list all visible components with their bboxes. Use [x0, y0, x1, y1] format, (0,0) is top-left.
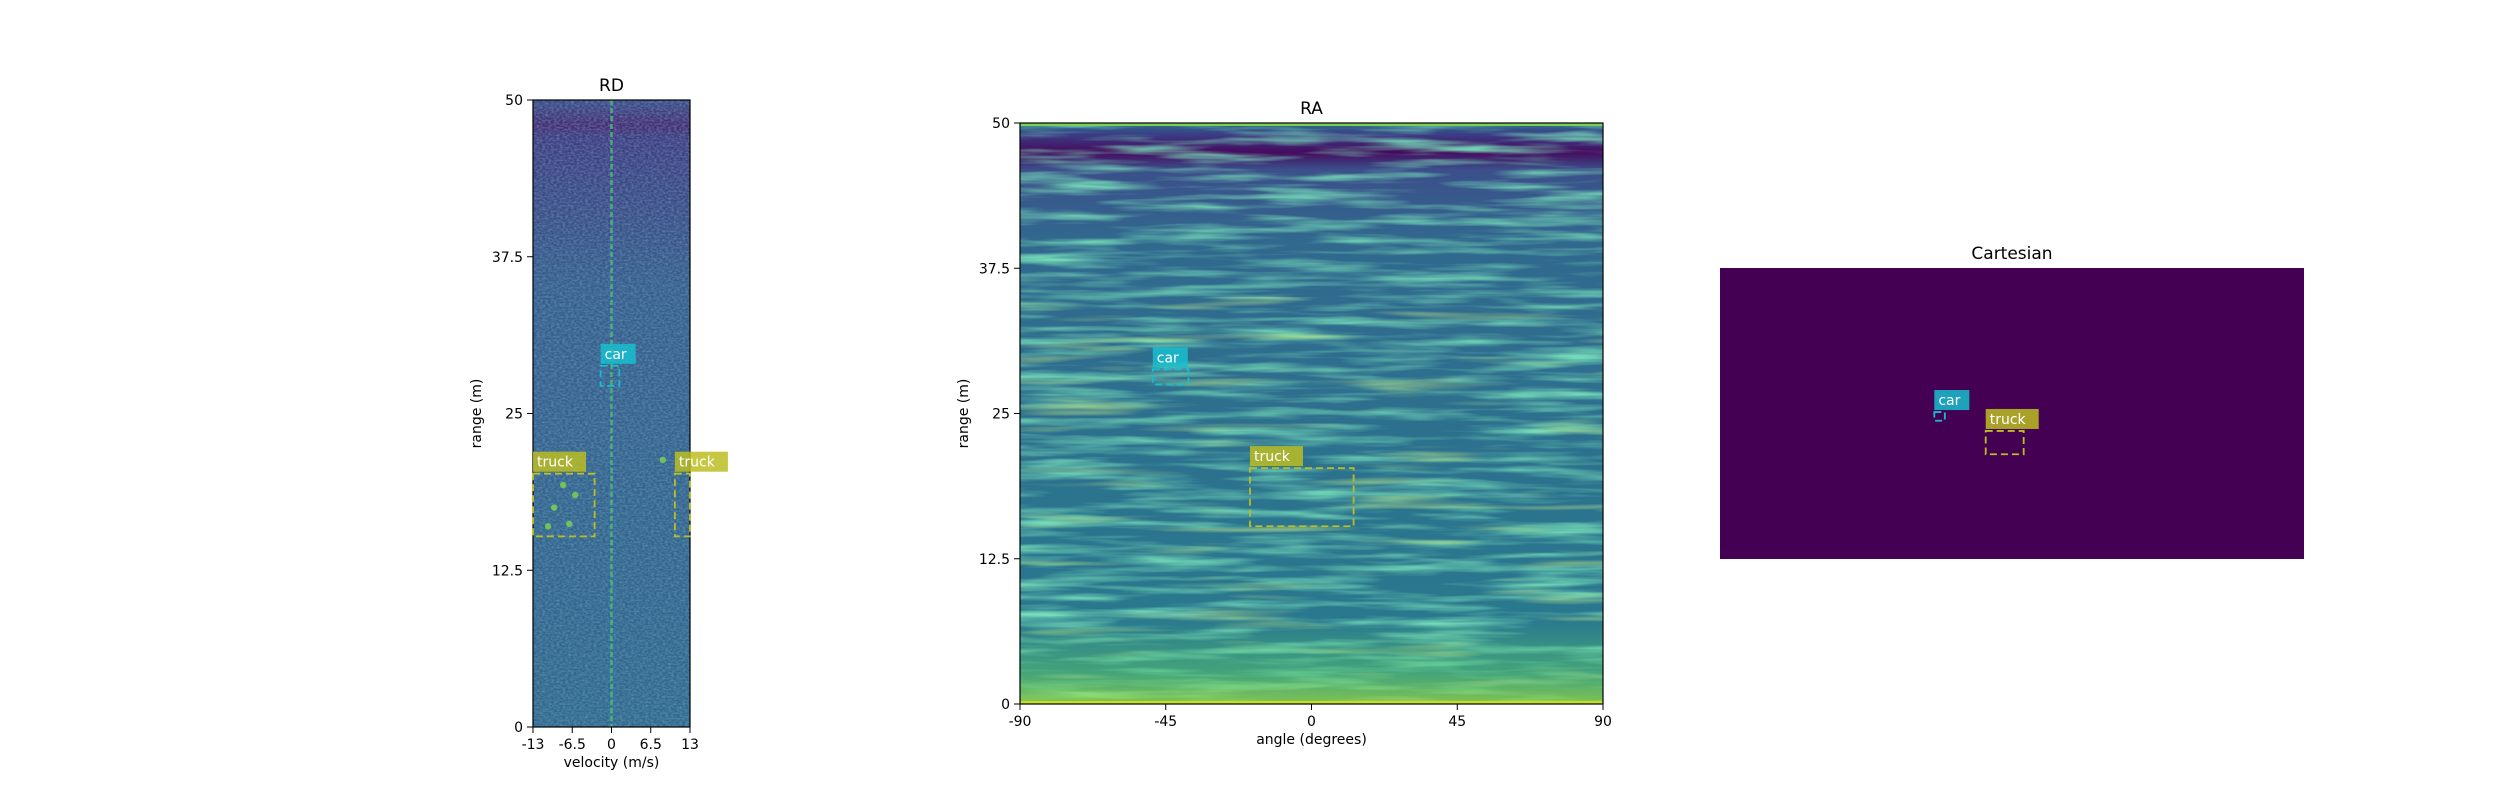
y-axis-label: range (m) [469, 379, 485, 449]
y-tick-label: 12.5 [492, 563, 523, 579]
x-tick-label: 45 [1448, 714, 1466, 730]
label-bg-truck [674, 451, 728, 472]
y-axis-label: range (m) [956, 379, 972, 449]
chart-title: Cartesian [1971, 244, 2052, 264]
label-car: car [1157, 350, 1179, 366]
chart-title: RA [1300, 99, 1323, 119]
bbox-truck [1249, 467, 1355, 528]
panel-cartesian: car truck Cartesian [1720, 244, 2304, 559]
panel-ra: -90 -45 0 45 90 0 12.5 25 37.5 50 angle (degrees) r… [956, 99, 1612, 748]
heatmap-bottom-row [1020, 701, 1603, 704]
target-blob [659, 456, 667, 464]
x-tick-label: 0 [1307, 714, 1316, 730]
y-tick-label: 0 [1001, 697, 1010, 713]
x-tick-label: 13 [681, 737, 699, 753]
target-blob [559, 481, 567, 489]
y-tick-label: 50 [992, 116, 1010, 132]
x-axis-label: angle (degrees) [1256, 732, 1367, 748]
y-tick-label: 12.5 [979, 552, 1010, 568]
y-tick-label: 25 [505, 407, 523, 423]
x-tick-label: -45 [1154, 714, 1177, 730]
chart-title: RD [599, 76, 624, 96]
label-truck: truck [1254, 449, 1291, 465]
label-car: car [605, 347, 627, 363]
label-truck: truck [679, 455, 716, 471]
x-tick-label: 6.5 [640, 737, 662, 753]
label-truck: truck [537, 455, 574, 471]
label-bg-truck [1985, 408, 2039, 429]
target-blob [544, 523, 552, 530]
x-axis-label: velocity (m/s) [564, 755, 660, 771]
y-tick-label: 37.5 [492, 250, 523, 266]
heatmap-highlights [1020, 297, 1603, 704]
target-blob [550, 504, 558, 511]
x-tick-label: 90 [1594, 714, 1612, 730]
bbox-truck [532, 472, 596, 538]
bbox-car [1933, 411, 1946, 422]
bbox-truck [674, 472, 691, 538]
x-tick-label: -13 [522, 737, 545, 753]
target-blob [572, 491, 579, 499]
bbox-truck [1984, 430, 2025, 456]
y-tick-label: 37.5 [979, 261, 1010, 277]
target-blob [566, 520, 573, 528]
label-car: car [1938, 393, 1960, 409]
y-tick-label: 25 [992, 407, 1010, 423]
label-bg-car [1152, 347, 1188, 368]
bbox-car [1151, 368, 1190, 386]
label-bg-truck [533, 451, 586, 472]
x-tick-label: 0 [607, 737, 616, 753]
label-truck: truck [1990, 412, 2027, 428]
heatmap-top-row [1020, 123, 1603, 126]
bbox-car [599, 364, 621, 387]
y-tick-label: 50 [505, 93, 523, 109]
panel-rd: -13 -6.5 0 6.5 13 0 12.5 25 37.5 50 velocity (m/s)… [469, 76, 728, 771]
label-bg-car [1934, 390, 1970, 411]
y-tick-label: 0 [514, 720, 523, 736]
x-tick-label: -90 [1009, 714, 1032, 730]
label-bg-truck [1249, 446, 1303, 467]
label-bg-car [600, 343, 636, 364]
x-tick-label: -6.5 [559, 737, 586, 753]
